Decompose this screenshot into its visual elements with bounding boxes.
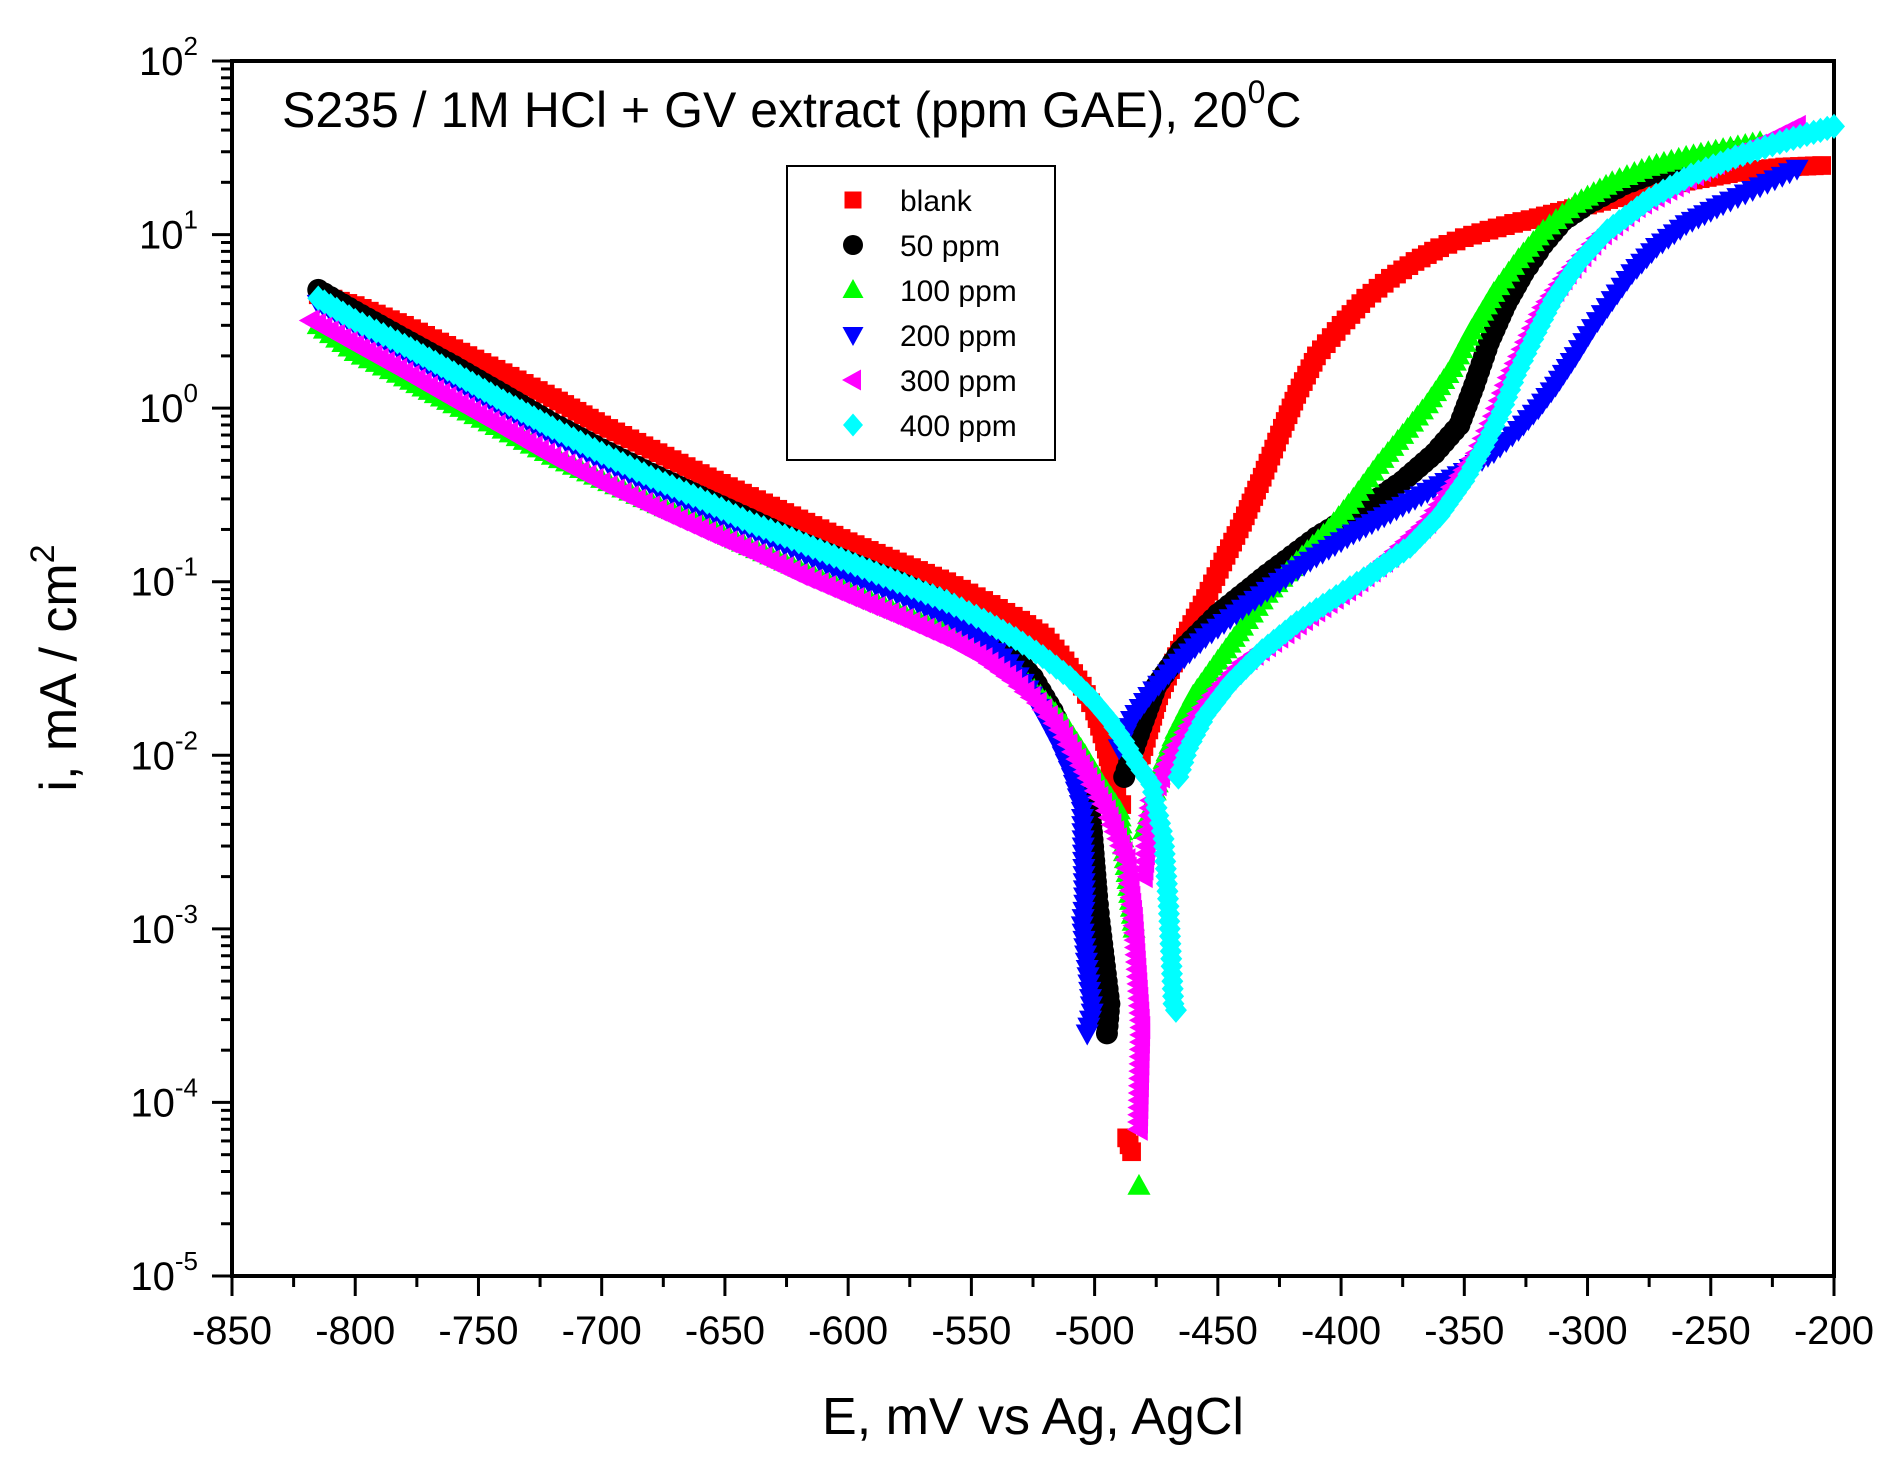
- data-point: [1075, 1024, 1099, 1046]
- chart-title-superscript: 0: [1248, 74, 1266, 110]
- data-point: [1095, 1022, 1118, 1045]
- data-point: [1812, 156, 1832, 175]
- series-400-ppm: [307, 113, 1845, 1023]
- legend-marker: [842, 327, 864, 346]
- legend-marker: [844, 191, 862, 209]
- y-tick-label: 10-3: [130, 899, 198, 952]
- y-axis-title-superscript: 2: [24, 544, 62, 563]
- x-tick-label: -350: [1424, 1309, 1504, 1353]
- y-axis-ticks: 10-5 10-4 10-3 10-2 10-1 100 101 102: [130, 31, 232, 1299]
- legend-entry: blank: [844, 185, 973, 218]
- x-tick-label: -200: [1794, 1309, 1874, 1353]
- x-tick-label: -600: [808, 1309, 888, 1353]
- legend-marker: [843, 413, 863, 437]
- legend-entry: 400 ppm: [843, 410, 1017, 443]
- y-tick-label: 10-5: [130, 1246, 198, 1299]
- x-tick-label: -800: [315, 1309, 395, 1353]
- chart-title-tail: C: [1265, 82, 1301, 138]
- x-tick-label: -500: [1055, 1309, 1135, 1353]
- data-point: [1122, 1142, 1141, 1162]
- y-tick-label: 10-1: [130, 552, 198, 605]
- legend-entry: 50 ppm: [843, 230, 1000, 263]
- x-tick-label: -650: [685, 1309, 765, 1353]
- data-series-layer: [298, 113, 1845, 1195]
- legend-label: 50 ppm: [900, 230, 1000, 263]
- legend-box: [786, 165, 1056, 461]
- legend-marker: [843, 235, 863, 255]
- x-axis-ticks: -850 -800 -750 -700 -650 -600 -550 -500 -450 -400…: [192, 1276, 1874, 1353]
- y-tick-label: 10-4: [130, 1072, 198, 1125]
- legend-label: blank: [900, 185, 973, 218]
- y-tick-label: 101: [139, 205, 198, 258]
- chart-title: S235 / 1M HCl + GV extract (ppm GAE), 20…: [282, 74, 1302, 138]
- x-tick-label: -550: [931, 1309, 1011, 1353]
- legend-entry: 100 ppm: [842, 275, 1017, 308]
- x-axis-title: E, mV vs Ag, AgCl: [822, 1388, 1244, 1446]
- y-tick-label: 10-2: [130, 725, 198, 778]
- legend-label: 400 ppm: [900, 410, 1017, 443]
- y-axis-title-main: i, mA / cm: [30, 563, 88, 791]
- legend-marker: [842, 369, 861, 391]
- data-point: [1164, 997, 1187, 1023]
- legend: blank 50 ppm 100 ppm 200 ppm 300 ppm 400 ppm: [786, 165, 1056, 461]
- legend-label: 300 ppm: [900, 365, 1017, 398]
- legend-entry: 200 ppm: [842, 320, 1017, 353]
- x-tick-label: -850: [192, 1309, 272, 1353]
- chart-title-main: S235 / 1M HCl + GV extract (ppm GAE), 20: [282, 82, 1248, 138]
- x-tick-label: -400: [1301, 1309, 1381, 1353]
- y-axis-title: i, mA / cm2: [24, 544, 88, 791]
- y-tick-label: 100: [139, 378, 198, 431]
- data-point: [1785, 159, 1809, 181]
- legend-entry: 300 ppm: [842, 365, 1017, 398]
- legend-marker: [842, 279, 864, 298]
- data-point: [1126, 1117, 1148, 1141]
- data-point: [1127, 1173, 1151, 1195]
- legend-label: 200 ppm: [900, 320, 1017, 353]
- data-point: [1823, 113, 1845, 140]
- x-tick-label: -450: [1178, 1309, 1258, 1353]
- legend-label: 100 ppm: [900, 275, 1017, 308]
- x-tick-label: -700: [562, 1309, 642, 1353]
- x-tick-label: -750: [438, 1309, 518, 1353]
- x-tick-label: -300: [1548, 1309, 1628, 1353]
- y-tick-label: 102: [139, 31, 198, 84]
- x-tick-label: -250: [1671, 1309, 1751, 1353]
